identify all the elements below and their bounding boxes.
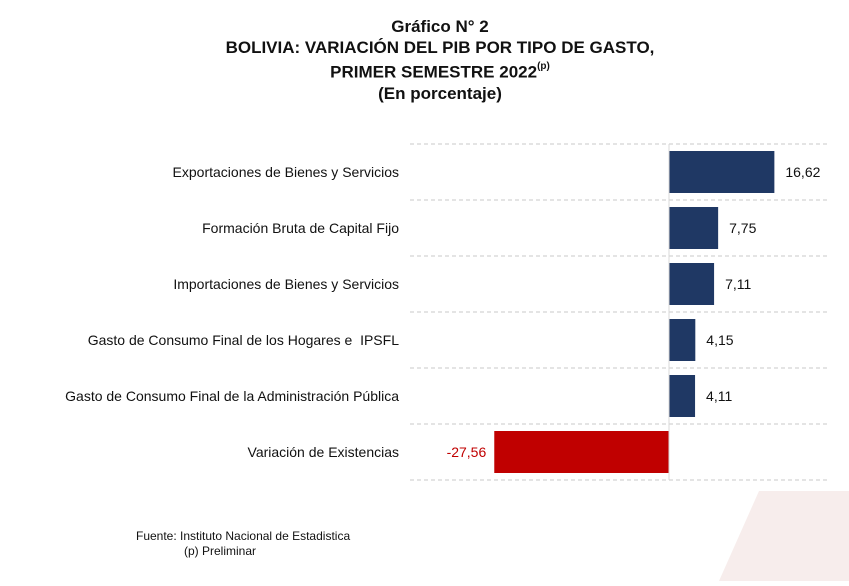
preliminary-note: (p) Preliminar <box>184 544 257 558</box>
value-label: 7,75 <box>729 220 756 236</box>
bar <box>494 431 669 473</box>
chart-title-main: BOLIVIA: VARIACIÓN DEL PIB POR TIPO DE G… <box>225 38 655 57</box>
category-label: Exportaciones de Bienes y Servicios <box>173 164 399 180</box>
value-label: 4,11 <box>706 388 732 404</box>
category-label: Variación de Existencias <box>248 444 399 460</box>
source-line: Fuente: Instituto Nacional de Estadistic… <box>136 529 351 543</box>
category-label: Gasto de Consumo Final de la Administrac… <box>65 388 399 404</box>
chart-title-number: Gráfico N° 2 <box>391 17 489 36</box>
bar <box>669 263 715 305</box>
chart-title-period-text: PRIMER SEMESTRE 2022 <box>330 62 538 82</box>
value-label: 4,15 <box>706 332 733 348</box>
bar <box>669 319 696 361</box>
bar <box>669 207 719 249</box>
bar <box>669 375 696 417</box>
chart-title-period: PRIMER SEMESTRE 2022(p) <box>0 58 849 83</box>
category-label: Formación Bruta de Capital Fijo <box>202 220 399 236</box>
bar <box>669 151 775 193</box>
category-label: Importaciones de Bienes y Servicios <box>173 276 399 292</box>
value-label: 7,11 <box>725 276 751 292</box>
chart-title-preliminary-mark: (p) <box>537 61 550 72</box>
chart-title: Gráfico N° 2 BOLIVIA: VARIACIÓN DEL PIB … <box>0 16 849 104</box>
value-label: 16,62 <box>785 164 820 180</box>
chart-title-units: (En porcentaje) <box>378 83 502 103</box>
background-decoration <box>719 491 849 581</box>
value-label: -27,56 <box>447 444 487 460</box>
category-label: Gasto de Consumo Final de los Hogares e … <box>88 332 399 348</box>
chart-source: Fuente: Instituto Nacional de Estadistic… <box>136 529 350 559</box>
